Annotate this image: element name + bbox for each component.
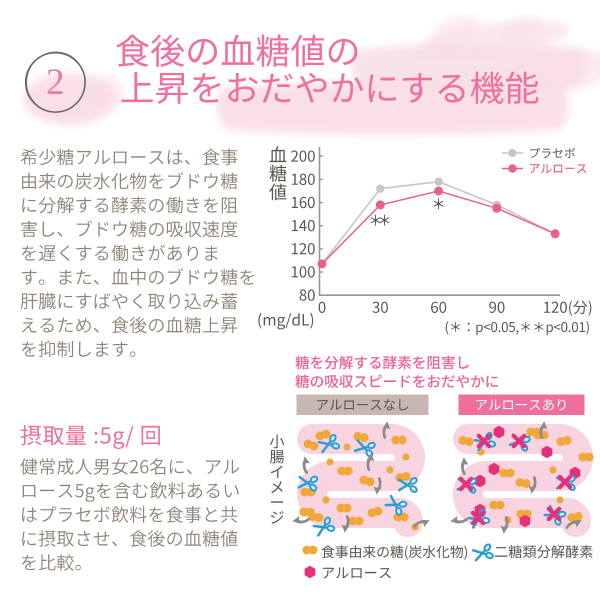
svg-text:2: 2 — [46, 62, 65, 103]
